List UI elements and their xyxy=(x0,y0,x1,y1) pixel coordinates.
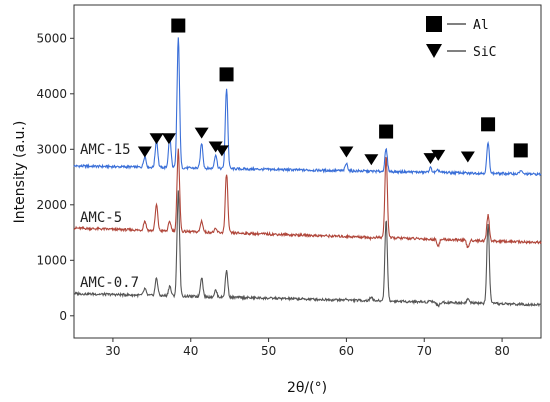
x-tick-label: 50 xyxy=(261,344,276,358)
phase-markers xyxy=(137,18,528,166)
y-tick-label: 0 xyxy=(59,309,67,323)
y-axis: 0 1000 2000 3000 4000 5000 xyxy=(36,31,74,323)
series-label-amc-5: AMC-5 xyxy=(80,210,122,226)
y-tick-label: 4000 xyxy=(36,87,67,101)
x-tick-label: 60 xyxy=(339,344,354,358)
legend: Al SiC xyxy=(426,16,496,60)
legend-al-square-icon xyxy=(426,16,442,32)
plot-frame xyxy=(73,4,542,339)
x-tick-label: 40 xyxy=(183,344,198,358)
al-marker-icon xyxy=(379,124,394,139)
sic-marker-icon xyxy=(431,149,446,161)
sic-marker-icon xyxy=(161,133,176,145)
sic-marker-icon xyxy=(214,145,229,157)
al-marker-icon xyxy=(513,143,528,158)
legend-sic-triangle-icon xyxy=(426,44,442,58)
sic-marker-icon xyxy=(137,146,152,158)
series-label-amc-0-7: AMC-0.7 xyxy=(80,275,139,291)
al-marker-icon xyxy=(481,117,496,132)
series-line-amc-0-7 xyxy=(73,190,542,308)
al-marker-icon xyxy=(171,18,186,33)
y-tick-label: 3000 xyxy=(36,142,67,156)
x-tick-label: 30 xyxy=(105,344,120,358)
sic-marker-icon xyxy=(208,141,223,153)
x-axis: 30 40 50 60 70 80 xyxy=(105,338,510,358)
x-tick-label: 80 xyxy=(494,344,509,358)
series-line-amc-15 xyxy=(73,37,542,177)
y-tick-label: 5000 xyxy=(36,31,67,45)
sic-marker-icon xyxy=(460,151,475,163)
sic-marker-icon xyxy=(423,153,438,165)
series-layer xyxy=(73,37,542,308)
x-tick-label: 70 xyxy=(417,344,432,358)
plot-area-border xyxy=(73,4,542,339)
sic-marker-icon xyxy=(149,133,164,145)
al-marker-icon xyxy=(219,67,234,82)
y-tick-label: 2000 xyxy=(36,198,67,212)
y-axis-title: Intensity (a.u.) xyxy=(12,121,28,224)
y-tick-label: 1000 xyxy=(36,253,67,267)
legend-sic-label: SiC xyxy=(473,45,496,60)
legend-al-label: Al xyxy=(473,18,489,33)
sic-marker-icon xyxy=(194,127,209,139)
series-line-amc-5 xyxy=(73,148,542,249)
series-label-amc-15: AMC-15 xyxy=(80,142,131,158)
sic-marker-icon xyxy=(364,154,379,166)
x-axis-title: 2θ/(°) xyxy=(287,380,327,396)
sic-marker-icon xyxy=(339,146,354,158)
